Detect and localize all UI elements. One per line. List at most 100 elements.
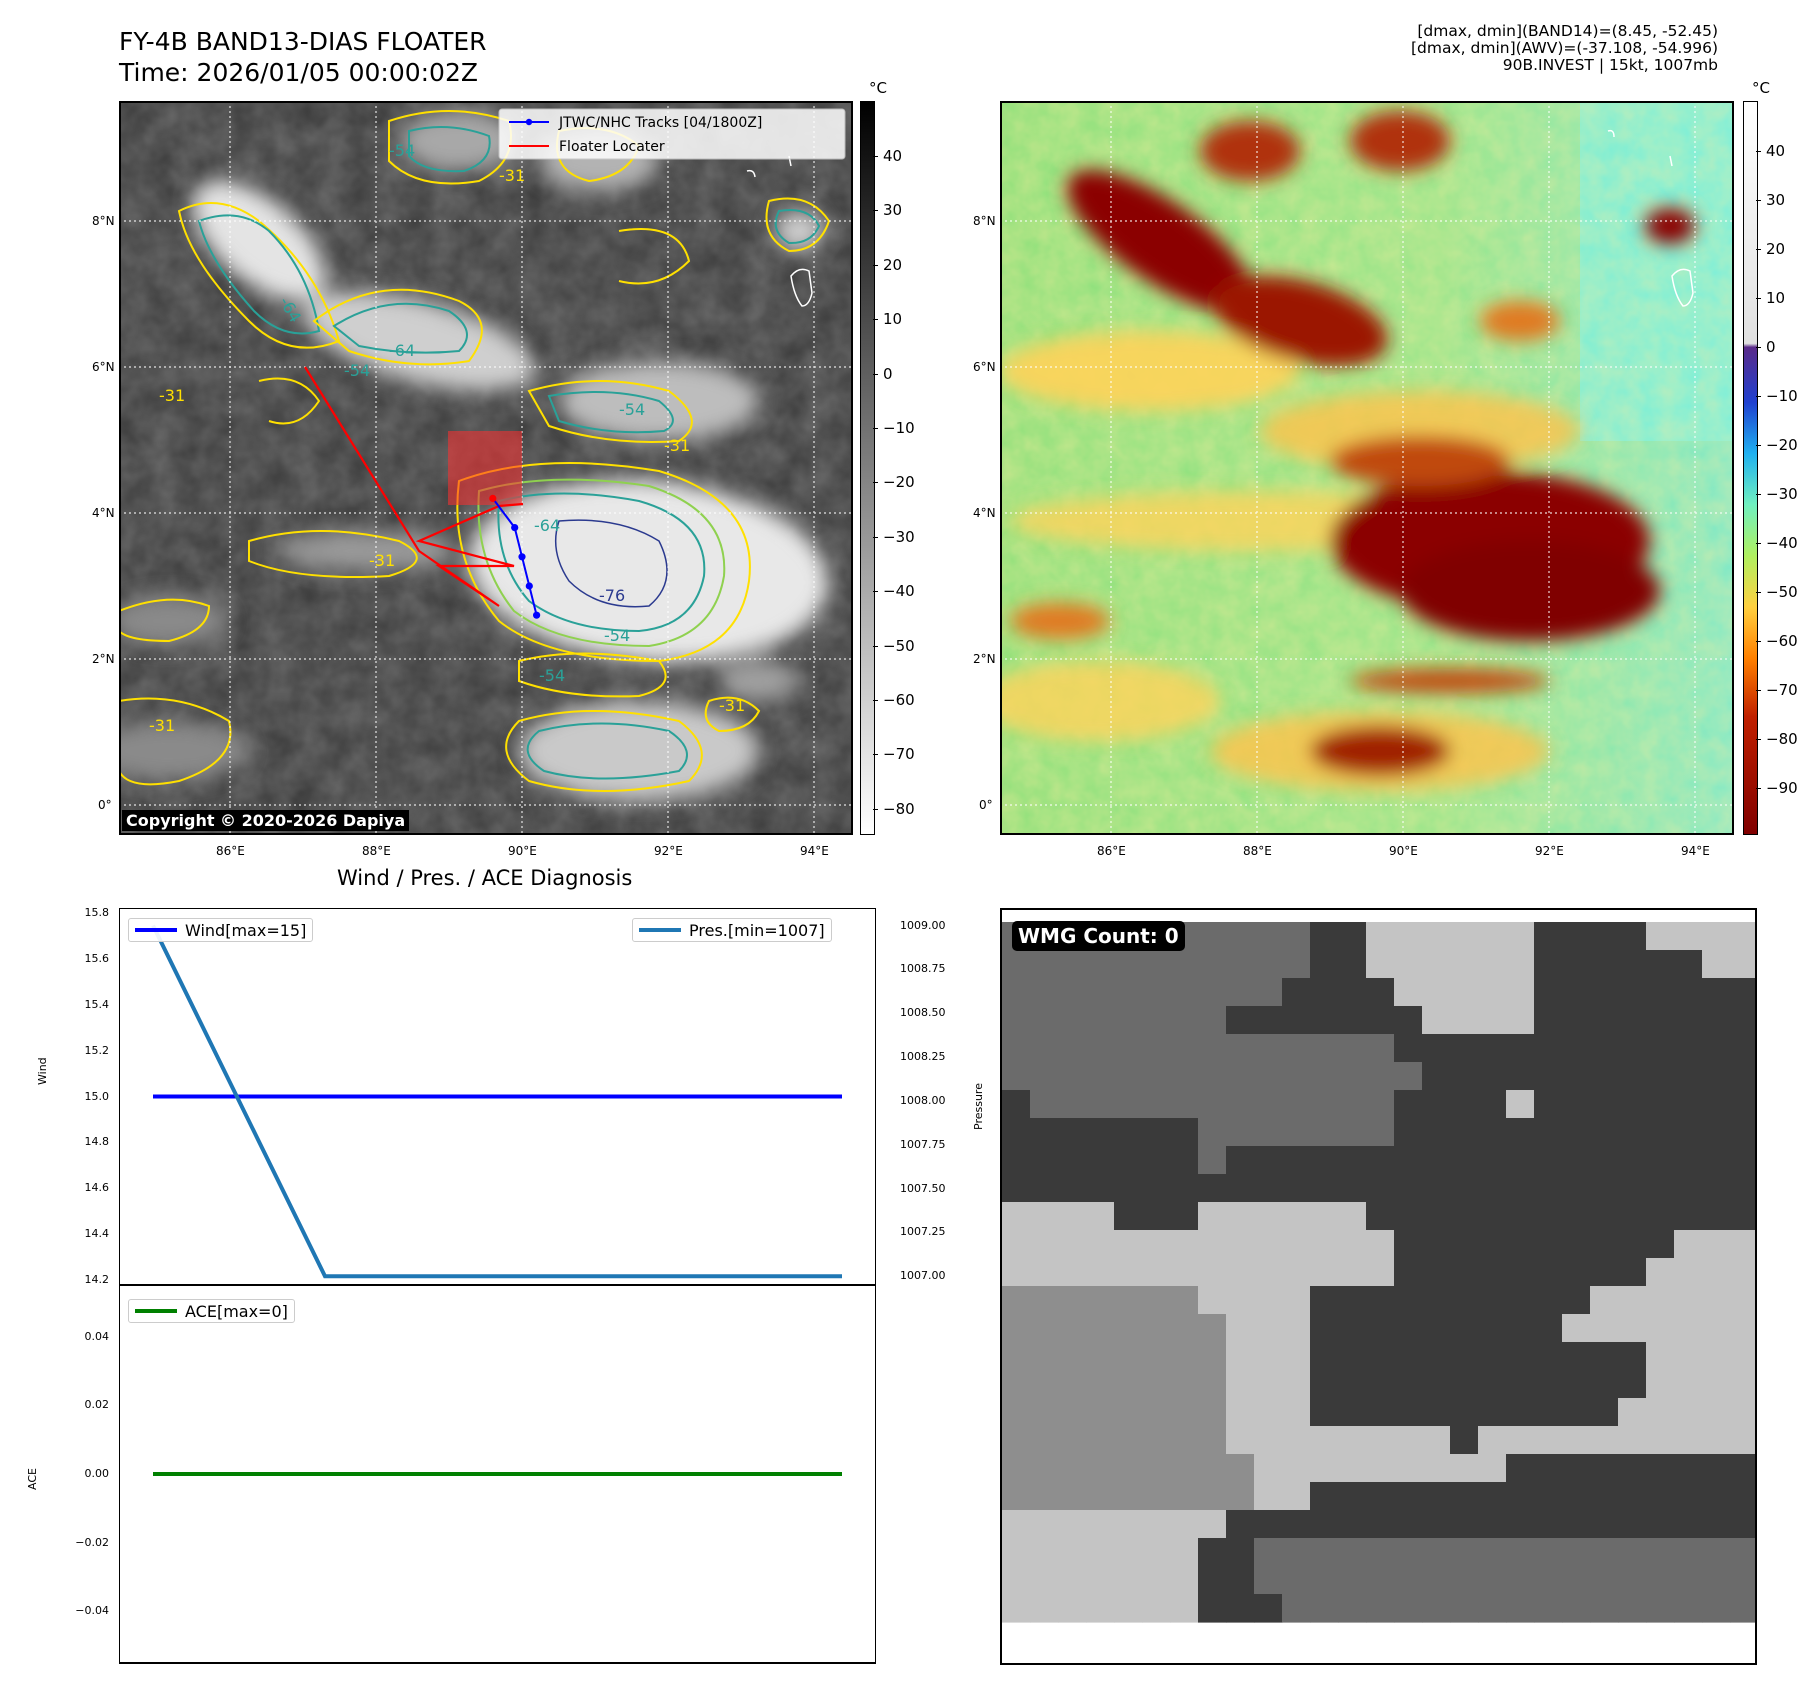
wmg-cell	[1506, 1510, 1535, 1539]
wmg-cell	[1086, 1062, 1115, 1091]
wmg-cell	[1674, 1258, 1703, 1287]
ir-colorbar-tick-label: −20	[883, 473, 915, 492]
wmg-cell	[1086, 1482, 1115, 1511]
wmg-cell	[1394, 1370, 1423, 1399]
wmg-cell	[1338, 1174, 1367, 1203]
wmg-cell	[1198, 1594, 1227, 1623]
wmg-cell	[1170, 1398, 1199, 1427]
pressure-legend-swatch	[639, 928, 681, 932]
wmg-cell	[1226, 1566, 1255, 1595]
wmg-cell	[1114, 1090, 1143, 1119]
wmg-cell	[1030, 1062, 1059, 1091]
wmg-cell	[1086, 1146, 1115, 1175]
wmg-cell	[1030, 1174, 1059, 1203]
wmg-cell	[1282, 1566, 1311, 1595]
wmg-cell	[1618, 1594, 1647, 1623]
pressure-tick-label: 1007.50	[900, 1181, 946, 1195]
wmg-cell	[1478, 1258, 1507, 1287]
wmg-cell	[1730, 1034, 1757, 1063]
ir-colorbar-tick-mark	[873, 428, 878, 429]
wmg-cell	[1030, 1090, 1059, 1119]
wmg-cell	[1366, 1426, 1395, 1455]
wmg-cell	[1394, 1314, 1423, 1343]
wmg-cell	[1618, 1454, 1647, 1483]
wmg-cell	[1562, 1146, 1591, 1175]
wind-tick-label: 14.4	[84, 1227, 110, 1241]
wmg-cell	[1562, 1426, 1591, 1455]
wmg-cell	[1058, 1342, 1087, 1371]
wmg-cell	[1226, 922, 1255, 951]
ace-axis-label: ACE	[26, 1468, 39, 1490]
wmg-cell	[1394, 1398, 1423, 1427]
wmg-cell	[1366, 1286, 1395, 1315]
wmg-cell	[1394, 978, 1423, 1007]
wmg-cell	[1702, 1062, 1731, 1091]
wmg-cell	[1002, 1566, 1031, 1595]
wmg-cell	[1254, 1090, 1283, 1119]
wmg-cell	[1366, 1454, 1395, 1483]
wmg-cell	[1002, 1174, 1031, 1203]
ace-frame	[119, 1284, 876, 1664]
wmg-cell	[1226, 1594, 1255, 1623]
wmg-cell	[1590, 1342, 1619, 1371]
wmg-cell	[1058, 1258, 1087, 1287]
wmg-cell	[1506, 1594, 1535, 1623]
wmg-cell	[1534, 1034, 1563, 1063]
wmg-cell	[1478, 1202, 1507, 1231]
wmg-cell	[1450, 1482, 1479, 1511]
wmg-cell	[1170, 1258, 1199, 1287]
wmg-cell	[1114, 1286, 1143, 1315]
wmg-cell	[1730, 1342, 1757, 1371]
wmg-cell	[1730, 950, 1757, 979]
wmg-cell	[1058, 1118, 1087, 1147]
awv-colorbar-tick-label: −30	[1766, 485, 1798, 503]
wmg-cell	[1730, 1006, 1757, 1035]
wmg-cell	[1394, 950, 1423, 979]
lat-label-8: 8°N	[92, 214, 115, 228]
wmg-cell	[1562, 1454, 1591, 1483]
wmg-cell	[1170, 1118, 1199, 1147]
wmg-cell	[1506, 978, 1535, 1007]
wmg-cell	[1338, 1202, 1367, 1231]
awv-colorbar-tick-label: −90	[1766, 779, 1798, 797]
awv-colorbar-tick-mark	[1756, 690, 1761, 691]
wmg-cell	[1730, 1202, 1757, 1231]
wmg-cell	[1450, 1510, 1479, 1539]
wmg-cell	[1618, 1146, 1647, 1175]
wmg-cell	[1394, 1538, 1423, 1567]
wmg-cell	[1114, 1370, 1143, 1399]
wmg-cell	[1030, 1230, 1059, 1259]
wmg-cell	[1450, 1062, 1479, 1091]
wmg-cell	[1086, 1342, 1115, 1371]
wmg-cell	[1394, 1202, 1423, 1231]
wmg-cell	[1058, 1566, 1087, 1595]
wmg-cell	[1646, 1370, 1675, 1399]
wmg-cell	[1002, 1202, 1031, 1231]
wmg-cell	[1730, 1370, 1757, 1399]
wmg-cell	[1310, 1090, 1339, 1119]
wmg-cell	[1002, 1510, 1031, 1539]
wmg-cell	[1254, 1538, 1283, 1567]
wmg-grid	[1002, 922, 1757, 1623]
wmg-cell	[1590, 1202, 1619, 1231]
wmg-cell	[1254, 1594, 1283, 1623]
wmg-cell	[1254, 1062, 1283, 1091]
wmg-cell	[1394, 922, 1423, 951]
wmg-cell	[1394, 1006, 1423, 1035]
info-line-3: 90B.INVEST | 15kt, 1007mb	[1502, 56, 1718, 74]
wmg-cell	[1282, 1538, 1311, 1567]
wmg-cell	[1618, 1538, 1647, 1567]
wmg-cell	[1030, 1538, 1059, 1567]
wmg-cell	[1478, 1174, 1507, 1203]
wmg-cell	[1338, 922, 1367, 951]
wmg-cell	[1562, 1090, 1591, 1119]
wmg-cell	[1170, 978, 1199, 1007]
wmg-cell	[1338, 1146, 1367, 1175]
wmg-cell	[1562, 1062, 1591, 1091]
wmg-cell	[1366, 1230, 1395, 1259]
wmg-cell	[1030, 1006, 1059, 1035]
wmg-cell	[1562, 1370, 1591, 1399]
wmg-cell	[1086, 1594, 1115, 1623]
wmg-cell	[1394, 1034, 1423, 1063]
wmg-cell	[1422, 922, 1451, 951]
